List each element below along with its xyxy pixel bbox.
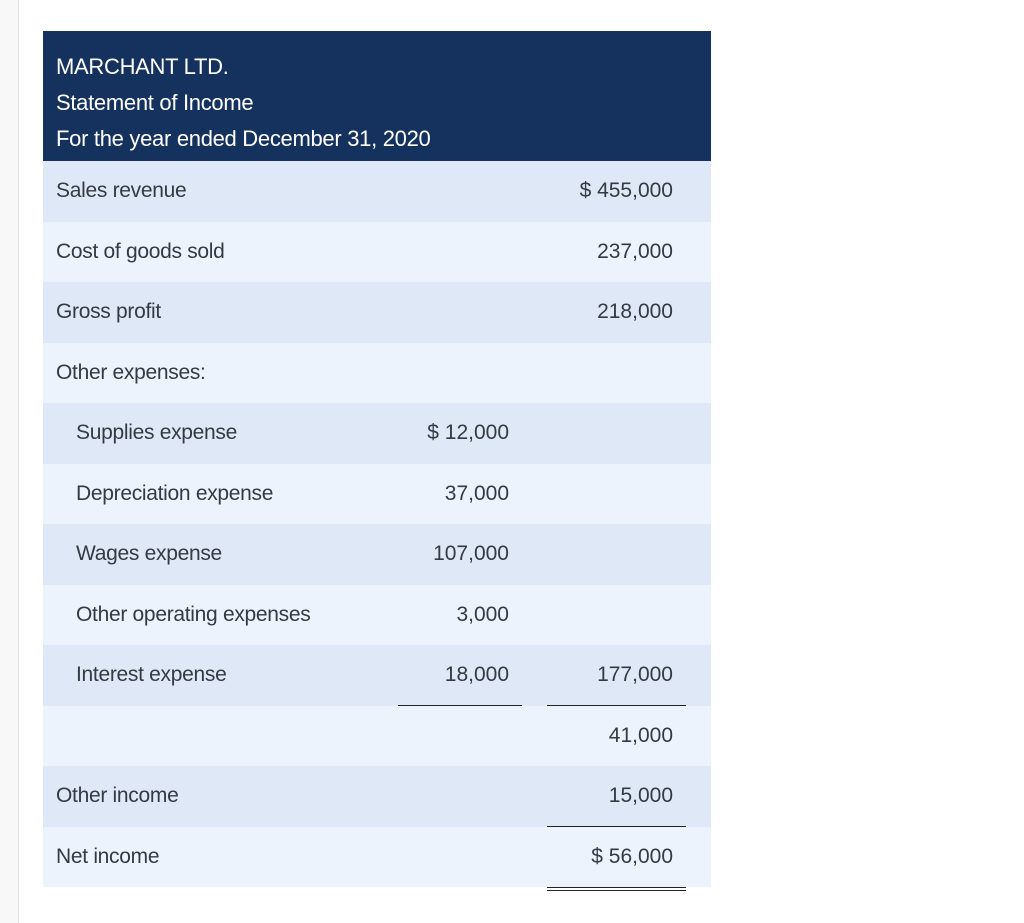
- row-total: 41,000: [608, 723, 673, 747]
- statement-header: MARCHANT LTD. Statement of Income For th…: [43, 31, 711, 161]
- row-label: Other expenses:: [56, 360, 206, 384]
- row-label: Other income: [56, 784, 179, 807]
- row-cost-of-goods-sold: Cost of goods sold 237,000: [43, 221, 711, 284]
- row-gross-profit: Gross profit 218,000: [43, 282, 711, 343]
- income-statement: MARCHANT LTD. Statement of Income For th…: [43, 31, 711, 891]
- row-label: Sales revenue: [56, 179, 187, 202]
- row-amount: 37,000: [444, 481, 509, 505]
- row-amount: 18,000: [398, 645, 522, 707]
- row-label: Gross profit: [56, 300, 161, 323]
- row-label: Wages expense: [76, 542, 222, 565]
- row-label: Cost of goods sold: [56, 239, 225, 263]
- row-other-income: Other income 15,000: [43, 766, 711, 828]
- row-label: Interest expense: [76, 663, 227, 686]
- row-sales-revenue: Sales revenue $ 455,000: [43, 161, 711, 222]
- row-other-expenses-heading: Other expenses:: [43, 342, 711, 403]
- row-operating-income: 41,000: [43, 705, 711, 766]
- row-total: 177,000: [547, 645, 686, 707]
- row-depreciation-expense: Depreciation expense 37,000: [43, 463, 711, 524]
- company-name: MARCHANT LTD.: [56, 54, 229, 79]
- row-total: 15,000: [547, 766, 686, 828]
- row-label: Supplies expense: [76, 421, 237, 444]
- row-total: $ 56,000: [547, 827, 686, 891]
- row-amount: $ 12,000: [427, 421, 509, 444]
- row-total: $ 455,000: [579, 179, 673, 202]
- row-total: 237,000: [547, 222, 686, 284]
- statement-period: For the year ended December 31, 2020: [56, 126, 431, 151]
- row-supplies-expense: Supplies expense $ 12,000: [43, 403, 711, 464]
- statement-title: Statement of Income: [56, 90, 254, 115]
- row-interest-expense: Interest expense 18,000 177,000: [43, 645, 711, 707]
- row-wages-expense: Wages expense 107,000: [43, 524, 711, 585]
- row-label: Other operating expenses: [76, 602, 311, 626]
- row-amount: 3,000: [456, 602, 509, 626]
- row-label: Net income: [56, 844, 160, 868]
- row-amount: 107,000: [433, 542, 509, 565]
- row-net-income: Net income $ 56,000: [43, 826, 711, 891]
- row-other-operating-expenses: Other operating expenses 3,000: [43, 584, 711, 645]
- row-total: 218,000: [597, 300, 673, 323]
- row-label: Depreciation expense: [76, 481, 274, 505]
- left-margin-strip: [0, 0, 19, 923]
